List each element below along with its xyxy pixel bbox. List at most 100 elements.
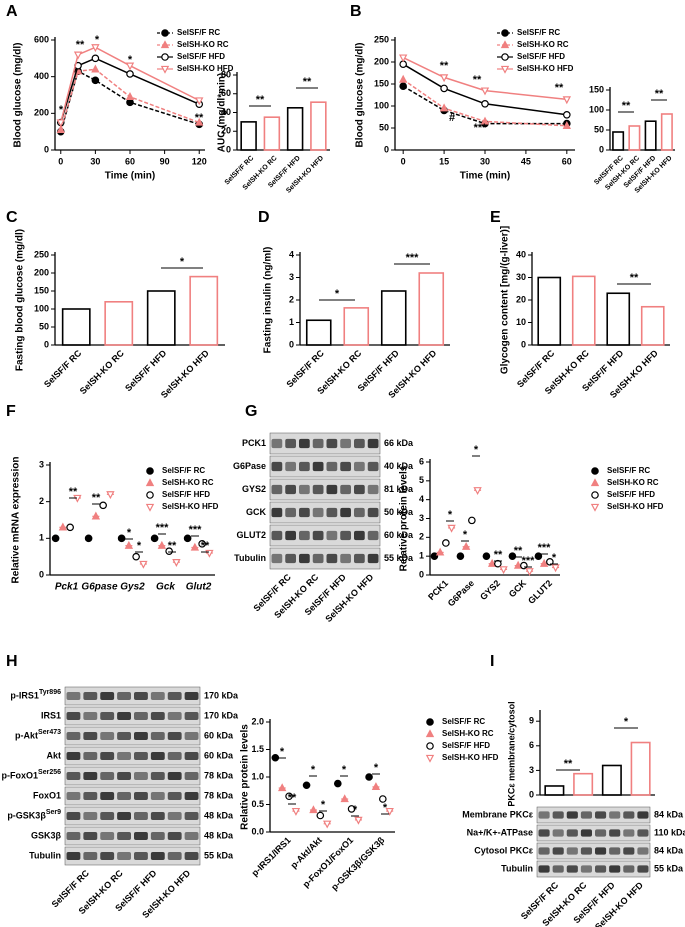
significance: * <box>463 529 468 541</box>
significance: # <box>449 112 455 124</box>
data-point <box>440 84 448 93</box>
y-axis-label: Relative protein levels <box>399 465 410 571</box>
data-point <box>562 96 572 105</box>
x-tick-label: G6Pase <box>446 578 476 608</box>
blot-band <box>299 461 310 472</box>
bar <box>571 275 596 346</box>
data-point <box>385 807 394 816</box>
significance: * <box>59 104 64 116</box>
blot-size: 170 kDa <box>204 690 239 700</box>
y-tick-label: 2 <box>419 532 424 542</box>
blot-band <box>66 732 81 740</box>
data-point <box>379 795 387 803</box>
blot-label: GCK <box>246 507 267 517</box>
blot-band <box>167 792 182 800</box>
blot-strip <box>64 766 201 786</box>
blot-band <box>134 772 148 780</box>
significance: * <box>552 552 557 564</box>
blot-band <box>367 461 379 472</box>
blot-strip <box>536 824 651 842</box>
y-axis-label: Relative protein levels <box>240 724 251 830</box>
data-point <box>51 534 60 543</box>
blot-band <box>134 732 148 740</box>
blot-band <box>340 484 351 495</box>
blot-band <box>326 507 338 518</box>
data-point <box>56 119 65 128</box>
legend-label: SelSF/F RC <box>177 28 220 37</box>
data-point <box>277 783 287 792</box>
significance: * <box>95 34 100 46</box>
significance: *** <box>522 555 536 567</box>
y-tick-label: 40 <box>221 107 231 117</box>
blot-band <box>83 852 98 860</box>
blot-band <box>552 811 564 819</box>
blot-band <box>623 865 635 873</box>
panel-letter: F <box>6 403 16 420</box>
blot-band <box>117 712 131 720</box>
data-point <box>117 534 126 543</box>
legend-label: SelSH-KO HFD <box>162 502 219 511</box>
bar <box>537 276 562 346</box>
y-tick-label: 250 <box>34 249 49 259</box>
legend-marker <box>501 53 509 61</box>
blot-band <box>312 553 324 564</box>
data-point <box>309 805 318 814</box>
significance: ** <box>622 100 631 112</box>
data-point <box>73 51 83 60</box>
blot-label: Membrane PKCε <box>462 809 534 819</box>
bar <box>286 107 304 151</box>
blot-band <box>285 530 296 541</box>
blot-band <box>100 692 115 700</box>
blot-band <box>552 865 564 873</box>
blot-band <box>580 811 592 819</box>
x-tick-label: GYS2 <box>478 578 502 602</box>
x-tick-label: Glut2 <box>186 582 212 593</box>
bar <box>146 290 176 346</box>
data-point <box>195 117 204 126</box>
legend-marker <box>425 729 435 738</box>
blot-size: 40 kDa <box>384 461 414 471</box>
blot-band <box>117 692 131 700</box>
bar <box>61 308 91 346</box>
blot-band <box>340 507 351 518</box>
blot-band <box>167 712 182 720</box>
y-tick-label: 10 <box>516 317 526 327</box>
y-tick-label: 40 <box>516 249 526 259</box>
blot-band <box>326 484 338 495</box>
blot-band <box>312 507 324 518</box>
panel-letter: C <box>6 209 18 226</box>
blot-band <box>595 811 607 819</box>
data-point <box>534 552 543 560</box>
y-tick-label: 50 <box>379 122 389 132</box>
data-point <box>439 74 449 83</box>
data-point <box>125 62 135 71</box>
blot-band <box>184 692 199 700</box>
y-axis-label: Fasting blood glucose (mg/dl) <box>15 229 26 371</box>
blot-band <box>312 484 324 495</box>
y-tick-label: 0 <box>529 789 534 799</box>
blot-size: 55 kDa <box>204 850 234 860</box>
blot-band <box>83 752 98 760</box>
data-point <box>468 516 476 525</box>
blot-band <box>566 811 578 819</box>
legend-marker <box>591 491 599 499</box>
significance: ** <box>92 492 101 504</box>
blot-band <box>150 712 165 720</box>
y-tick-label: 0 <box>44 339 49 349</box>
significance: ** <box>473 74 482 86</box>
data-point <box>461 541 471 550</box>
series-line <box>402 78 567 127</box>
x-tick-label: 15 <box>439 156 449 166</box>
y-tick-label: 150 <box>34 285 49 295</box>
blot-band <box>637 847 649 855</box>
blot-label: IRS1 <box>41 710 61 720</box>
data-point <box>430 552 439 560</box>
blot-size: 78 kDa <box>204 790 234 800</box>
panel-letter: D <box>258 209 270 226</box>
y-tick-label: 1 <box>289 317 294 327</box>
data-point <box>132 552 140 561</box>
x-tick-label: p-IRS1/IRS1 <box>250 835 293 878</box>
blot-strip <box>64 706 201 726</box>
y-tick-label: 100 <box>589 104 604 114</box>
legend-label: SelSF/F HFD <box>442 741 490 750</box>
